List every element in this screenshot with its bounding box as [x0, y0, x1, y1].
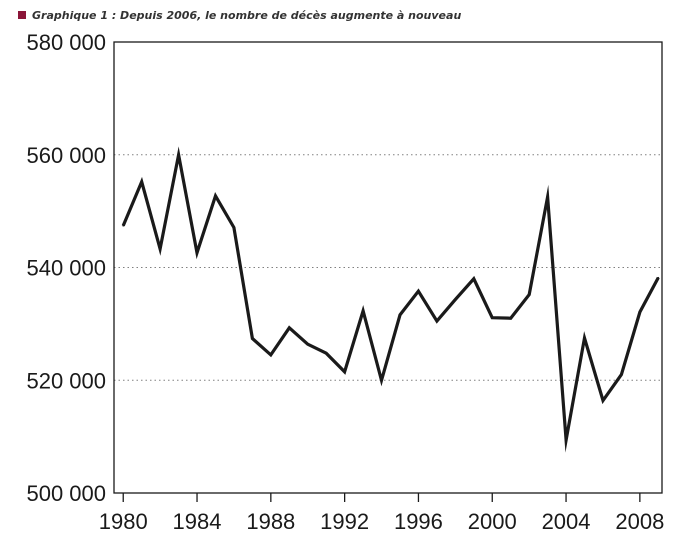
data-point [528, 293, 530, 296]
data-point [546, 196, 549, 198]
x-tick-label: 2008 [615, 509, 664, 534]
data-point [417, 290, 420, 292]
data-point [233, 226, 235, 229]
y-tick-label: 520 000 [26, 368, 106, 393]
data-point [639, 311, 641, 313]
data-point [270, 354, 272, 356]
chart-title: Graphique 1 : Depuis 2006, le nombre de … [32, 8, 462, 22]
data-point [177, 153, 180, 156]
x-tick-label: 2000 [468, 509, 517, 534]
y-tick-label: 560 000 [26, 143, 106, 168]
data-point [620, 373, 623, 376]
grid-lines [114, 154, 662, 381]
data-point [325, 352, 327, 354]
data-point [122, 224, 125, 227]
x-tick-label: 2004 [542, 509, 591, 534]
data-point [196, 252, 198, 254]
data-point [140, 181, 143, 183]
data-point [306, 343, 309, 345]
data-point [509, 317, 512, 320]
series-line [121, 146, 660, 453]
x-tick-label: 1980 [99, 509, 148, 534]
x-tick-label: 1984 [173, 509, 222, 534]
x-tick-label: 1988 [246, 509, 295, 534]
data-point [399, 314, 401, 316]
y-tick-label: 500 000 [26, 481, 106, 506]
data-point [602, 399, 604, 402]
data-point [583, 337, 586, 339]
x-tick-label: 1992 [320, 509, 369, 534]
y-tick-label: 540 000 [26, 256, 106, 281]
data-point [565, 439, 567, 441]
plot-frame [113, 41, 663, 494]
x-axis: 1980 1984 1988 1992 1996 2000 2004 2008 [99, 493, 664, 534]
chart-title-row: Graphique 1 : Depuis 2006, le nombre de … [18, 8, 461, 22]
data-point [380, 379, 383, 382]
x-tick-label: 1996 [394, 509, 443, 534]
y-axis: 500 000 520 000 540 000 560 000 580 000 [26, 30, 106, 506]
data-point [362, 310, 364, 312]
data-point [436, 320, 438, 322]
data-point [454, 298, 457, 301]
data-point [343, 370, 346, 373]
data-point [491, 316, 494, 319]
y-tick-label: 580 000 [26, 30, 106, 55]
data-point [288, 327, 291, 329]
data-point [214, 195, 217, 197]
data-point [251, 337, 254, 340]
data-point [657, 276, 660, 279]
series-layer [121, 146, 660, 453]
data-point [472, 277, 475, 280]
data-point [159, 248, 161, 250]
title-marker-icon [18, 11, 26, 19]
